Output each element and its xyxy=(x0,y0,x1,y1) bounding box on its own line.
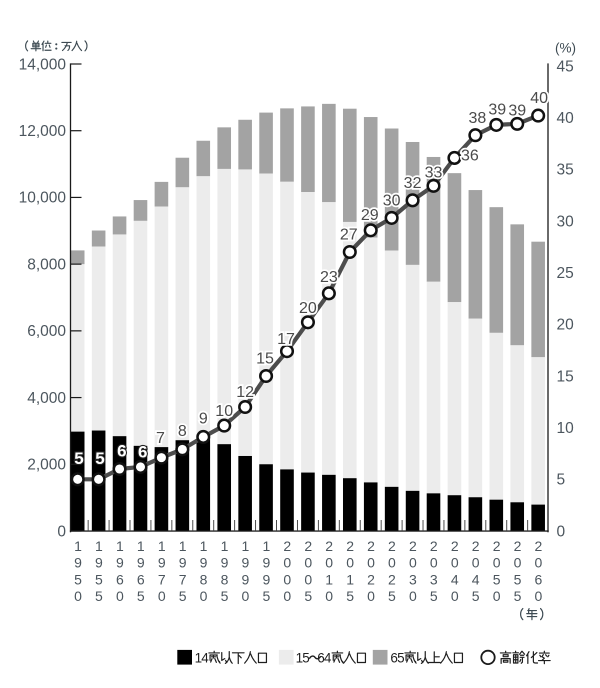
svg-text:14,000: 14,000 xyxy=(19,56,67,73)
svg-text:39: 39 xyxy=(488,102,506,119)
svg-text:12: 12 xyxy=(236,384,254,401)
svg-text:4,000: 4,000 xyxy=(27,390,66,407)
svg-text:36: 36 xyxy=(461,148,479,165)
svg-text:9: 9 xyxy=(199,411,208,428)
svg-text:40: 40 xyxy=(530,90,548,107)
svg-text:6: 6 xyxy=(138,443,147,462)
svg-text:32: 32 xyxy=(404,175,422,192)
svg-text:20: 20 xyxy=(557,317,575,334)
svg-text:5: 5 xyxy=(557,472,566,489)
svg-text:23: 23 xyxy=(320,269,338,286)
svg-text:17: 17 xyxy=(277,331,295,348)
svg-text:27: 27 xyxy=(340,227,358,244)
svg-text:12,000: 12,000 xyxy=(19,123,67,140)
svg-text:15: 15 xyxy=(256,351,274,368)
svg-text:7: 7 xyxy=(156,430,165,447)
svg-text:45: 45 xyxy=(557,58,574,75)
svg-text:0: 0 xyxy=(57,523,66,540)
svg-text:39: 39 xyxy=(508,102,526,119)
svg-text:6,000: 6,000 xyxy=(27,323,66,340)
svg-text:35: 35 xyxy=(557,162,574,179)
svg-text:20: 20 xyxy=(299,300,317,317)
svg-text:6: 6 xyxy=(117,442,126,461)
svg-text:29: 29 xyxy=(361,207,379,224)
svg-text:5: 5 xyxy=(74,449,83,468)
svg-text:2,000: 2,000 xyxy=(27,457,66,474)
svg-text:65: 65 xyxy=(390,651,404,666)
svg-text:33: 33 xyxy=(425,164,443,181)
svg-text:8: 8 xyxy=(178,423,187,440)
svg-text:14: 14 xyxy=(195,651,210,666)
svg-text:0: 0 xyxy=(557,523,566,540)
svg-text:5: 5 xyxy=(95,449,104,468)
svg-text:10,000: 10,000 xyxy=(19,190,67,207)
svg-text:30: 30 xyxy=(557,213,575,230)
svg-text:64: 64 xyxy=(317,651,332,666)
svg-text:25: 25 xyxy=(557,265,574,282)
svg-text:10: 10 xyxy=(557,420,575,437)
svg-text:40: 40 xyxy=(557,110,575,127)
svg-text:15: 15 xyxy=(296,651,310,666)
svg-text:38: 38 xyxy=(468,110,486,127)
svg-text:15: 15 xyxy=(557,368,574,385)
svg-text:8,000: 8,000 xyxy=(27,256,66,273)
svg-text:(%): (%) xyxy=(555,41,576,56)
svg-text:30: 30 xyxy=(383,193,401,210)
svg-text:10: 10 xyxy=(215,403,233,420)
